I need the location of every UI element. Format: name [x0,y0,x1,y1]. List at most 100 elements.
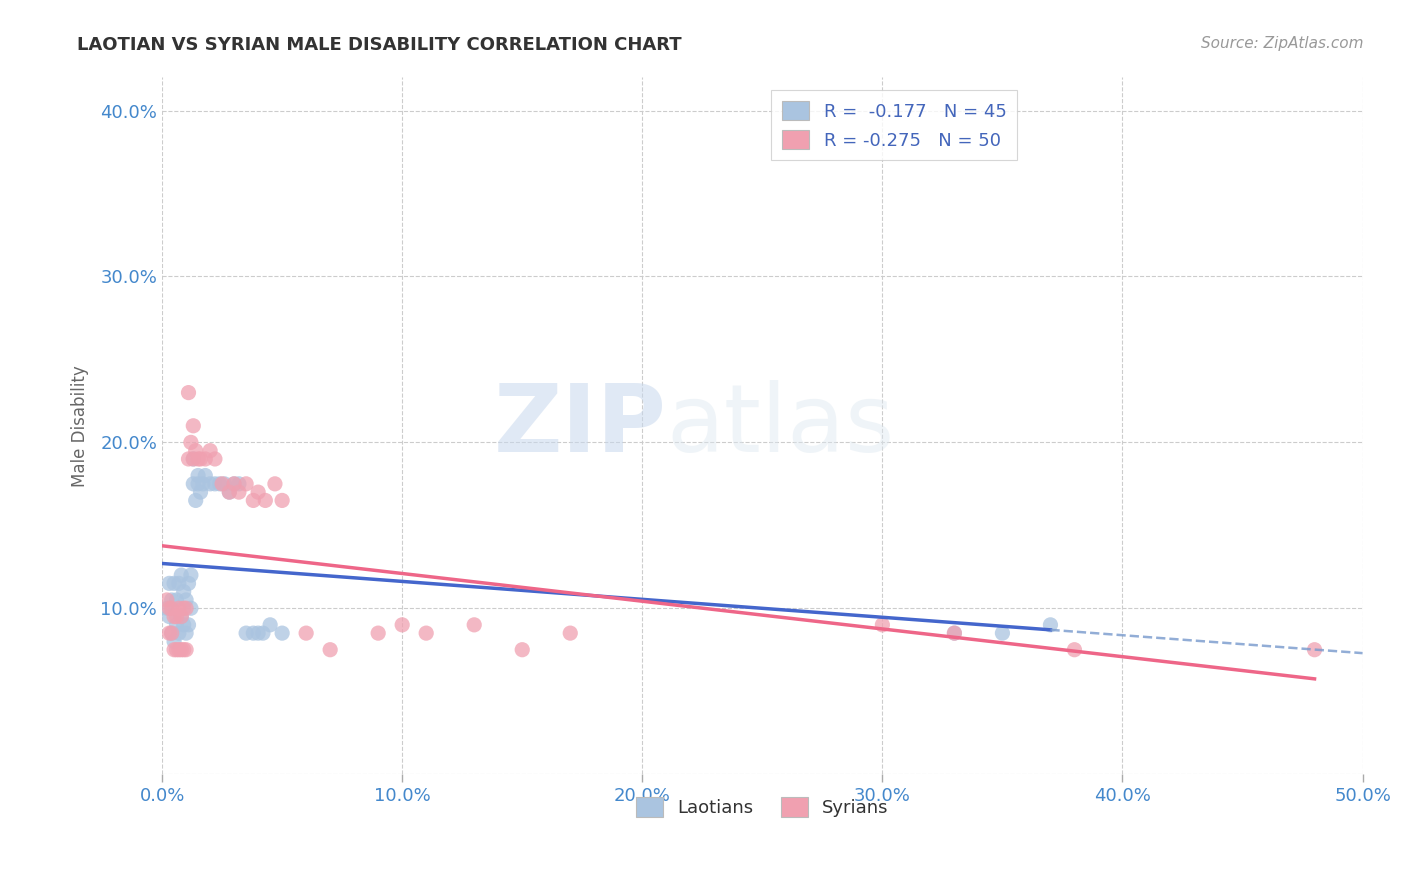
Point [163,576,186,591]
Point [367,626,389,640]
Point [173,584,195,599]
Point [174,642,197,657]
Point [180,435,202,450]
Point [170,609,193,624]
Point [170,609,193,624]
Point [194,452,217,467]
Point [991,626,1014,640]
Point [160,626,183,640]
Point [510,642,533,657]
Point [187,476,209,491]
Point [194,468,217,483]
Text: atlas: atlas [666,380,894,472]
Point [166,609,188,624]
Point [252,626,274,640]
Point [167,601,190,615]
Point [166,593,188,607]
Text: Source: ZipAtlas.com: Source: ZipAtlas.com [1201,36,1364,51]
Point [181,452,204,467]
Point [160,626,183,640]
Point [228,485,250,500]
Point [224,476,246,491]
Point [198,443,221,458]
Point [247,626,270,640]
Point [177,576,200,591]
Point [295,626,318,640]
Point [180,601,202,615]
Point [463,617,485,632]
Point [259,617,281,632]
Point [872,617,894,632]
Point [211,476,233,491]
Point [319,642,342,657]
Point [177,385,200,400]
Point [187,452,209,467]
Point [173,642,195,657]
Point [242,493,264,508]
Point [177,617,200,632]
Point [235,476,257,491]
Point [415,626,437,640]
Point [264,476,287,491]
Point [184,493,207,508]
Point [187,468,209,483]
Point [177,452,200,467]
Point [943,626,966,640]
Point [1063,642,1085,657]
Point [163,634,186,648]
Point [156,601,179,615]
Point [180,568,202,582]
Point [174,593,197,607]
Point [157,601,180,615]
Point [174,626,197,640]
Point [1039,617,1062,632]
Point [190,452,212,467]
Point [204,452,226,467]
Point [181,418,204,433]
Point [198,476,221,491]
Point [157,609,180,624]
Point [254,493,277,508]
Point [391,617,413,632]
Legend: Laotians, Syrians: Laotians, Syrians [628,790,896,824]
Point [157,576,180,591]
Point [173,617,195,632]
Point [170,568,193,582]
Point [191,476,214,491]
Point [228,476,250,491]
Point [218,485,240,500]
Point [208,476,231,491]
Point [170,642,193,657]
Point [214,476,236,491]
Point [247,485,270,500]
Point [167,626,190,640]
Y-axis label: Male Disability: Male Disability [72,365,89,487]
Point [163,642,186,657]
Point [166,642,188,657]
Point [204,476,226,491]
Point [943,626,966,640]
Point [271,493,294,508]
Point [190,485,212,500]
Point [1303,642,1326,657]
Point [167,576,190,591]
Text: ZIP: ZIP [494,380,666,472]
Point [271,626,294,640]
Point [160,593,183,607]
Point [184,443,207,458]
Point [242,626,264,640]
Point [174,601,197,615]
Point [224,476,246,491]
Text: LAOTIAN VS SYRIAN MALE DISABILITY CORRELATION CHART: LAOTIAN VS SYRIAN MALE DISABILITY CORREL… [77,36,682,54]
Point [157,626,180,640]
Point [173,601,195,615]
Point [181,452,204,467]
Point [560,626,582,640]
Point [167,642,190,657]
Point [166,617,188,632]
Point [163,609,186,624]
Point [218,485,240,500]
Point [181,476,204,491]
Point [156,593,179,607]
Point [160,601,183,615]
